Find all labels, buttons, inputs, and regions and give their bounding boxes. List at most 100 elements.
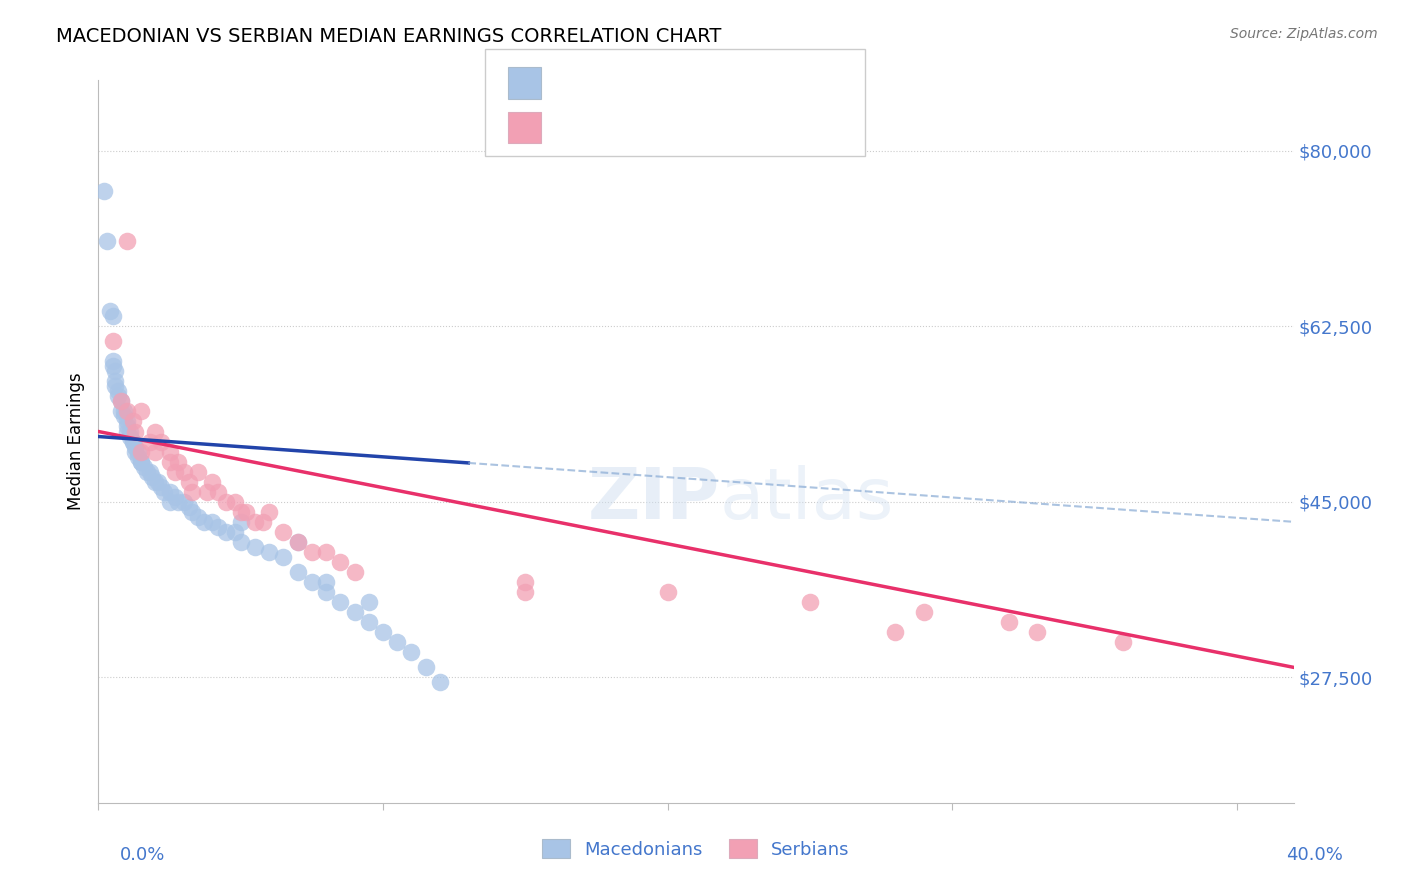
Point <box>301 545 323 559</box>
Point <box>143 444 166 458</box>
Text: R =: R = <box>551 118 591 136</box>
Point <box>173 494 195 508</box>
Point <box>315 545 337 559</box>
Point <box>112 409 135 424</box>
Point <box>224 524 246 539</box>
Text: Source: ZipAtlas.com: Source: ZipAtlas.com <box>1230 27 1378 41</box>
Point <box>998 615 1021 630</box>
Point <box>121 434 143 449</box>
Point <box>201 475 224 489</box>
Point <box>141 469 163 483</box>
Point <box>132 459 155 474</box>
Point <box>187 509 209 524</box>
Point <box>153 484 176 499</box>
Point <box>515 585 537 599</box>
Point <box>257 505 280 519</box>
Point <box>224 494 246 508</box>
Point <box>884 625 907 640</box>
Point <box>110 394 132 409</box>
Point <box>143 475 166 489</box>
Point <box>124 425 146 439</box>
Point <box>287 534 309 549</box>
Point <box>112 404 135 418</box>
Point <box>101 354 124 368</box>
Point <box>287 565 309 579</box>
Point <box>357 595 380 609</box>
Point <box>167 454 190 469</box>
Point <box>243 540 266 554</box>
Point <box>127 450 149 464</box>
Point <box>121 434 143 449</box>
Point <box>93 184 115 198</box>
Point <box>96 234 118 248</box>
Point <box>229 534 252 549</box>
Text: -0.455: -0.455 <box>591 118 648 136</box>
Point <box>215 524 238 539</box>
Point <box>148 475 170 489</box>
Point <box>124 444 146 458</box>
Text: atlas: atlas <box>720 465 894 533</box>
Text: MACEDONIAN VS SERBIAN MEDIAN EARNINGS CORRELATION CHART: MACEDONIAN VS SERBIAN MEDIAN EARNINGS CO… <box>56 27 721 45</box>
Text: -0.154: -0.154 <box>591 72 648 90</box>
Point <box>201 515 224 529</box>
Point <box>101 359 124 374</box>
Point <box>165 465 187 479</box>
Point <box>799 595 821 609</box>
Point <box>301 574 323 589</box>
Point <box>385 635 409 649</box>
Point <box>181 484 204 499</box>
Text: 0.0%: 0.0% <box>120 846 165 863</box>
Text: N =: N = <box>668 72 707 90</box>
Point <box>912 605 935 619</box>
Point <box>187 465 209 479</box>
Point <box>195 484 218 499</box>
Point <box>118 425 141 439</box>
Point <box>257 545 280 559</box>
Point <box>101 334 124 348</box>
Point <box>343 605 366 619</box>
Point <box>159 494 181 508</box>
Point <box>229 515 252 529</box>
Point <box>104 374 127 388</box>
Y-axis label: Median Earnings: Median Earnings <box>67 373 86 510</box>
Point <box>129 404 152 418</box>
Point <box>173 465 195 479</box>
Point <box>104 379 127 393</box>
Point <box>138 465 160 479</box>
Point <box>110 394 132 409</box>
Point <box>143 425 166 439</box>
Text: 68: 68 <box>702 72 724 90</box>
Text: ZIP: ZIP <box>588 465 720 533</box>
Point <box>110 404 132 418</box>
Point <box>115 425 138 439</box>
Point <box>371 625 394 640</box>
Point <box>107 384 129 399</box>
Text: 40.0%: 40.0% <box>1286 846 1343 863</box>
Point <box>401 645 423 659</box>
Point <box>229 505 252 519</box>
Point <box>415 660 437 674</box>
Point <box>98 304 121 318</box>
Point <box>207 520 229 534</box>
Point <box>1026 625 1049 640</box>
Point <box>159 444 181 458</box>
Point <box>429 675 451 690</box>
Point <box>657 585 679 599</box>
Point <box>115 234 138 248</box>
Point <box>107 389 129 403</box>
Point <box>235 505 257 519</box>
Point <box>207 484 229 499</box>
Point <box>357 615 380 630</box>
Point <box>135 465 157 479</box>
Point <box>329 595 352 609</box>
Text: R =: R = <box>551 72 591 90</box>
Point <box>252 515 274 529</box>
Point <box>515 574 537 589</box>
Point <box>273 549 295 564</box>
Legend: Macedonians, Serbians: Macedonians, Serbians <box>536 832 856 866</box>
Point <box>121 414 143 428</box>
Point <box>129 454 152 469</box>
Point <box>115 419 138 434</box>
Point <box>118 429 141 443</box>
Text: 45: 45 <box>702 118 724 136</box>
